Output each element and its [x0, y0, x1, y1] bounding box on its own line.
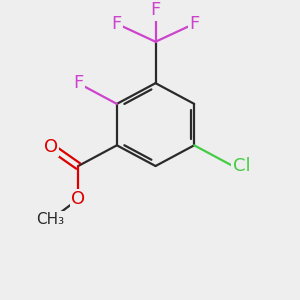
Text: O: O — [44, 138, 58, 156]
Text: O: O — [71, 190, 85, 208]
Text: F: F — [189, 15, 199, 33]
Text: Cl: Cl — [233, 157, 250, 175]
Text: F: F — [112, 15, 122, 33]
Text: CH₃: CH₃ — [37, 212, 64, 227]
Text: F: F — [150, 1, 161, 19]
Text: F: F — [73, 74, 83, 92]
